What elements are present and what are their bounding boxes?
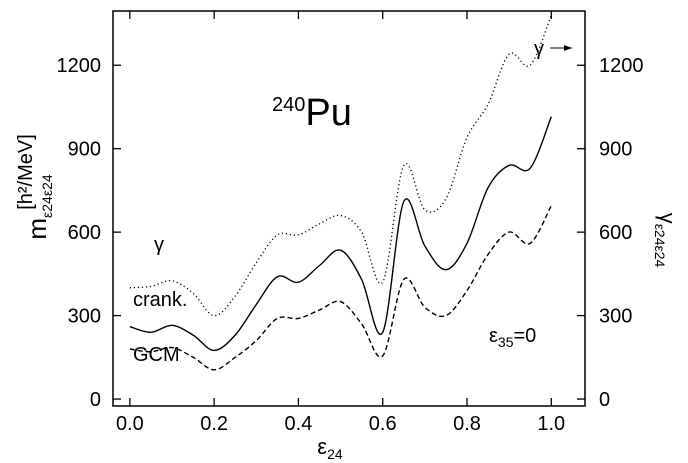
y-axis-title-left: mε24ε24	[22, 174, 55, 240]
x-tick-label: 0.6	[369, 413, 397, 435]
series-group	[129, 14, 552, 371]
svg-text:[h²/MeV]: [h²/MeV]	[15, 134, 37, 210]
y-tick-label-left: 0	[90, 389, 101, 411]
plot-frame	[112, 10, 586, 407]
gcm-curve-label: GCM	[133, 344, 180, 366]
svg-text:mε24ε24: mε24ε24	[22, 174, 55, 240]
y-tick-label-left: 600	[68, 222, 101, 244]
gamma-right-axis-label: γ	[534, 38, 544, 60]
y-axis-unit-left: [h²/MeV]	[15, 134, 37, 210]
crank-curve-label: crank.	[133, 289, 187, 311]
y-tick-label-right: 300	[599, 306, 632, 328]
series-line-crank	[129, 116, 552, 352]
x-tick-label: 0.8	[453, 413, 481, 435]
tick-labels: 0.0 0.2 0.4 0.6 0.8 1.0 0 0 300 300 600 600 900 900 12…	[57, 55, 644, 435]
y-tick-label-right: 1200	[599, 55, 644, 77]
y-tick-label-right: 0	[599, 389, 610, 411]
series-line-gamma	[129, 14, 552, 317]
y-tick-label-left: 900	[68, 139, 101, 161]
axis-ticks	[113, 11, 585, 406]
x-tick-label: 0.4	[285, 413, 313, 435]
y-tick-label-left: 1200	[57, 55, 102, 77]
nucleus-label: 240Pu	[272, 92, 352, 134]
constraint-label: ε35=0	[489, 325, 536, 350]
y-axis-title-right: γε24ε24	[652, 213, 680, 268]
x-axis-title: ε24	[317, 434, 343, 462]
x-tick-label: 1.0	[537, 413, 565, 435]
y-tick-label-right: 900	[599, 139, 632, 161]
x-tick-label: 0.2	[200, 413, 228, 435]
y-tick-label-right: 600	[599, 222, 632, 244]
svg-text:γε24ε24: γε24ε24	[652, 213, 680, 268]
x-tick-label: 0.0	[116, 413, 144, 435]
right-arrow-icon	[550, 45, 572, 51]
series-line-gcm	[129, 205, 552, 371]
y-tick-label-left: 300	[68, 306, 101, 328]
gamma-curve-label: γ	[154, 234, 164, 256]
